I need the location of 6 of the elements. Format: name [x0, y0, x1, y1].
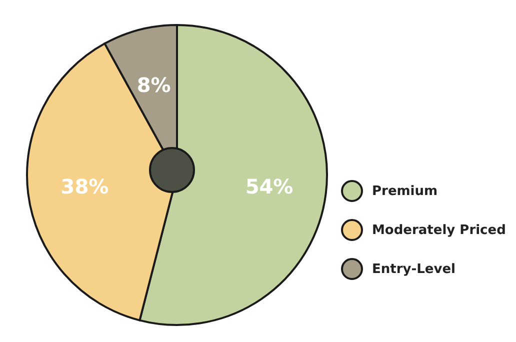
legend-label: Entry-Level	[372, 262, 456, 276]
legend-label: Moderately Priced	[372, 222, 506, 238]
data-label: 38%	[60, 174, 109, 199]
data-label: 8%	[136, 72, 171, 97]
legend-label: Premium	[372, 184, 438, 198]
data-label: 54%	[245, 174, 294, 199]
